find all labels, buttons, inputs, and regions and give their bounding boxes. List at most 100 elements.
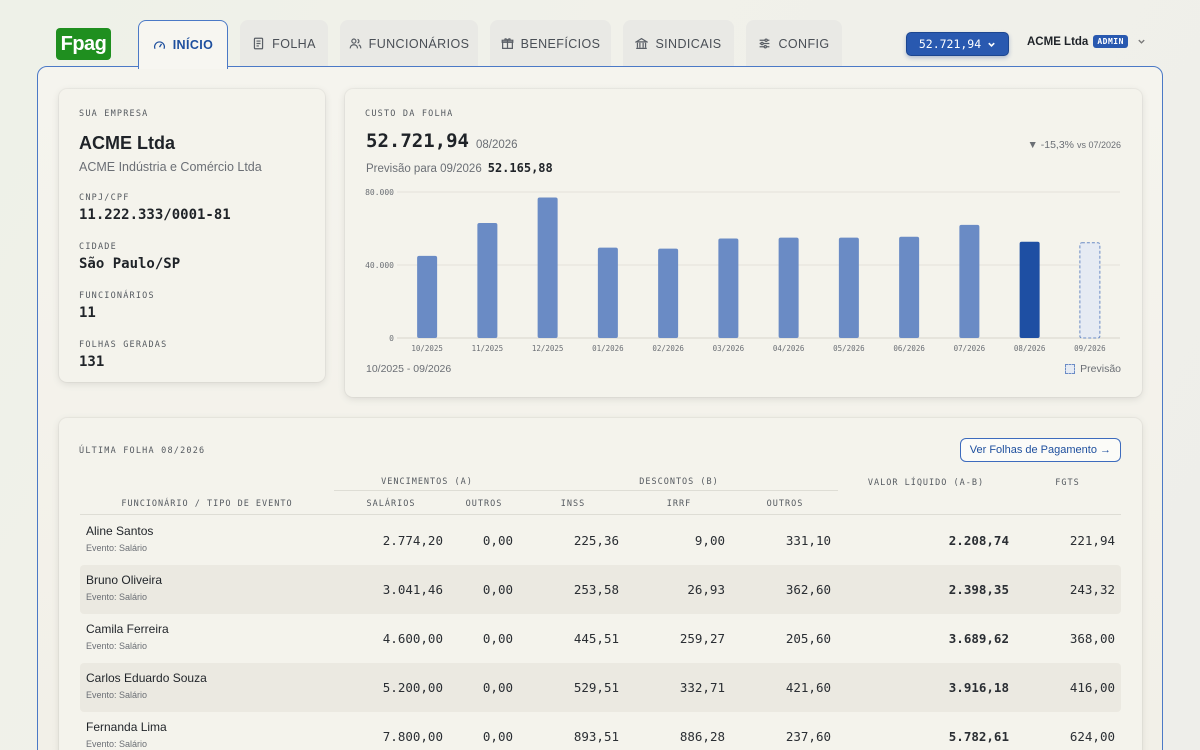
app-logo[interactable]: Fpag bbox=[56, 28, 111, 60]
employees-value: 11 bbox=[79, 305, 96, 321]
x-tick-label: 04/2026 bbox=[773, 344, 805, 353]
other-earnings-cell: 0,00 bbox=[482, 631, 513, 646]
payrolls-value: 131 bbox=[79, 354, 105, 370]
bar[interactable] bbox=[838, 237, 859, 338]
irrf-cell: 9,00 bbox=[694, 533, 725, 548]
payroll-value-dropdown[interactable]: 52.721,94 bbox=[906, 32, 1009, 56]
tab-label: FOLHA bbox=[272, 36, 316, 51]
company-legal-name: ACME Indústria e Comércio Ltda bbox=[79, 160, 262, 174]
x-tick-label: 10/2025 bbox=[411, 344, 443, 353]
tab-sindicais[interactable]: SINDICAIS bbox=[623, 20, 734, 67]
fgts-cell: 243,32 bbox=[1069, 582, 1115, 597]
irrf-cell: 332,71 bbox=[679, 680, 725, 695]
x-tick-label: 11/2025 bbox=[472, 344, 504, 353]
event-type: Evento: Salário bbox=[86, 543, 148, 553]
x-tick-label: 09/2026 bbox=[1074, 344, 1106, 353]
sliders-icon bbox=[760, 38, 770, 49]
net-cell: 5.782,61 bbox=[948, 729, 1009, 744]
company-menu[interactable]: ACME Ltda ADMIN bbox=[1027, 35, 1146, 48]
event-type: Evento: Salário bbox=[86, 592, 148, 602]
variation-value: ▼ -15,3% bbox=[1027, 139, 1075, 151]
net-cell: 2.398,35 bbox=[948, 582, 1009, 597]
bar[interactable] bbox=[899, 236, 920, 338]
other-deductions-cell: 205,60 bbox=[785, 631, 831, 646]
payroll-cost-chart: 0 40.000 80.000 10/2025 11/2025 12/2025 01/202… bbox=[365, 188, 1120, 353]
tab-label: INÍCIO bbox=[172, 38, 214, 52]
bar[interactable] bbox=[658, 248, 679, 338]
divider bbox=[520, 490, 838, 491]
divider bbox=[334, 490, 520, 491]
bar[interactable] bbox=[417, 255, 438, 338]
other-deductions-col-header: OUTROS bbox=[766, 499, 804, 509]
gauge-icon bbox=[153, 40, 165, 49]
table-row[interactable]: Fernanda Lima Evento: Salário 7.800,00 0,00… bbox=[80, 712, 1121, 750]
net-cell: 3.916,18 bbox=[948, 680, 1009, 695]
irrf-cell: 26,93 bbox=[687, 582, 725, 597]
table-row[interactable]: Carlos Eduardo Souza Evento: Salário 5.200… bbox=[80, 663, 1121, 712]
company-name: ACME Ltda bbox=[1027, 35, 1089, 48]
cnpj-label: CNPJ/CPF bbox=[79, 193, 130, 203]
payroll-cost-card: CUSTO DA FOLHA 52.721,94 08/2026 Previsã… bbox=[345, 89, 1142, 397]
city-label: CIDADE bbox=[79, 242, 117, 252]
cnpj-value: 11.222.333/0001-81 bbox=[79, 207, 231, 223]
header-divider bbox=[80, 514, 1121, 515]
other-deductions-cell: 362,60 bbox=[785, 582, 831, 597]
employee-name: Carlos Eduardo Souza bbox=[86, 671, 207, 685]
inss-cell: 445,51 bbox=[573, 631, 619, 646]
deductions-group-header: DESCONTOS (B) bbox=[639, 477, 719, 487]
other-earnings-cell: 0,00 bbox=[482, 729, 513, 744]
y-tick-label: 0 bbox=[389, 334, 394, 343]
other-deductions-cell: 421,60 bbox=[785, 680, 831, 695]
table-title: ÚLTIMA FOLHA 08/2026 bbox=[79, 446, 206, 456]
bar[interactable] bbox=[718, 238, 739, 338]
x-tick-label: 03/2026 bbox=[713, 344, 745, 353]
inss-col-header: INSS bbox=[560, 499, 586, 509]
payroll-value: 52.721,94 bbox=[918, 37, 982, 51]
y-tick-label: 80.000 bbox=[365, 188, 394, 197]
x-tick-label: 08/2026 bbox=[1014, 344, 1046, 353]
users-icon bbox=[349, 38, 362, 49]
employee-name: Fernanda Lima bbox=[86, 720, 167, 734]
role-badge: ADMIN bbox=[1093, 35, 1128, 48]
tab-config[interactable]: CONFIG bbox=[746, 20, 842, 67]
x-tick-label: 06/2026 bbox=[893, 344, 925, 353]
cost-value: 52.721,94 bbox=[366, 130, 469, 152]
salary-cell: 7.800,00 bbox=[382, 729, 443, 744]
salary-cell: 5.200,00 bbox=[382, 680, 443, 695]
other-deductions-cell: 237,60 bbox=[785, 729, 831, 744]
net-header: VALOR LÍQUIDO (A-B) bbox=[867, 478, 985, 488]
salaries-col-header: SALÁRIOS bbox=[366, 499, 416, 509]
employee-name: Aline Santos bbox=[86, 524, 154, 538]
forecast-line: Previsão para 09/2026 52.165,88 bbox=[366, 161, 553, 175]
fgts-cell: 221,94 bbox=[1069, 533, 1115, 548]
bank-icon bbox=[635, 37, 649, 49]
net-cell: 2.208,74 bbox=[948, 533, 1009, 548]
tab-funcionarios[interactable]: FUNCIONÁRIOS bbox=[340, 20, 478, 67]
bar[interactable] bbox=[959, 224, 980, 338]
table-row[interactable]: Aline Santos Evento: Salário 2.774,20 0,00 2… bbox=[80, 516, 1121, 565]
tab-inicio[interactable]: INÍCIO bbox=[138, 20, 228, 69]
payrolls-label: FOLHAS GERADAS bbox=[79, 340, 168, 350]
irrf-cell: 259,27 bbox=[679, 631, 725, 646]
other-earnings-cell: 0,00 bbox=[482, 680, 513, 695]
x-tick-label: 05/2026 bbox=[833, 344, 865, 353]
bar[interactable] bbox=[597, 247, 618, 338]
event-type: Evento: Salário bbox=[86, 641, 148, 651]
tab-folha[interactable]: FOLHA bbox=[240, 20, 328, 67]
inss-cell: 253,58 bbox=[573, 582, 619, 597]
bar[interactable] bbox=[537, 197, 558, 338]
gift-icon bbox=[501, 38, 514, 49]
bar[interactable] bbox=[778, 237, 799, 338]
fgts-cell: 624,00 bbox=[1069, 729, 1115, 744]
x-tick-label: 12/2025 bbox=[532, 344, 564, 353]
forecast-bar[interactable] bbox=[1079, 242, 1101, 339]
current-bar[interactable] bbox=[1019, 241, 1040, 338]
bar[interactable] bbox=[477, 223, 498, 338]
inss-cell: 529,51 bbox=[573, 680, 619, 695]
view-payrolls-button[interactable]: Ver Folhas de Pagamento → bbox=[959, 438, 1121, 462]
city-value: São Paulo/SP bbox=[79, 256, 181, 272]
tab-beneficios[interactable]: BENEFÍCIOS bbox=[490, 20, 611, 67]
chart-range: 10/2025 - 09/2026 bbox=[366, 363, 452, 375]
table-row[interactable]: Bruno Oliveira Evento: Salário 3.041,46 0,0… bbox=[80, 565, 1121, 614]
table-row[interactable]: Camila Ferreira Evento: Salário 4.600,00 0,… bbox=[80, 614, 1121, 663]
